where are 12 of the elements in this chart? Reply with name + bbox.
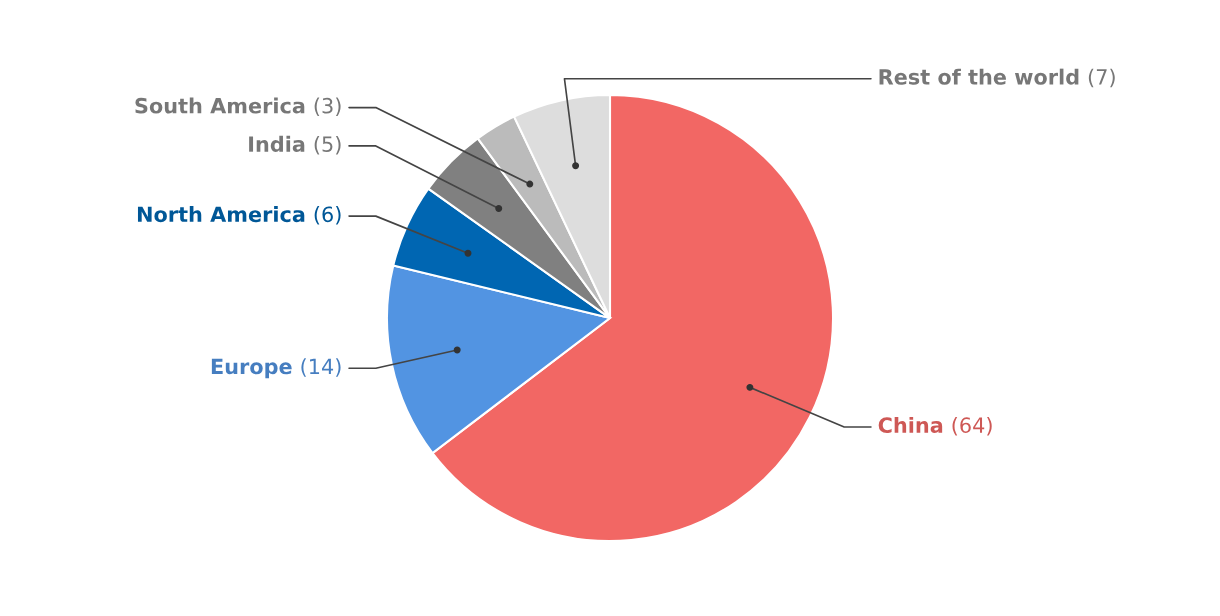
data-label: (6) xyxy=(314,206,341,225)
slice-label: China xyxy=(878,416,943,434)
data-label: (7) xyxy=(1088,68,1115,88)
slice-label: Europe xyxy=(211,358,292,379)
data-label: (5) xyxy=(314,135,341,155)
slice-label: India xyxy=(249,135,305,152)
slice-label: North America xyxy=(137,206,305,223)
slice-label: Rest of the world xyxy=(879,68,1079,85)
data-label: (64) xyxy=(952,416,992,436)
slice-label: South America xyxy=(135,97,305,114)
data-label: (3) xyxy=(314,97,341,117)
data-label: (14) xyxy=(301,358,341,377)
